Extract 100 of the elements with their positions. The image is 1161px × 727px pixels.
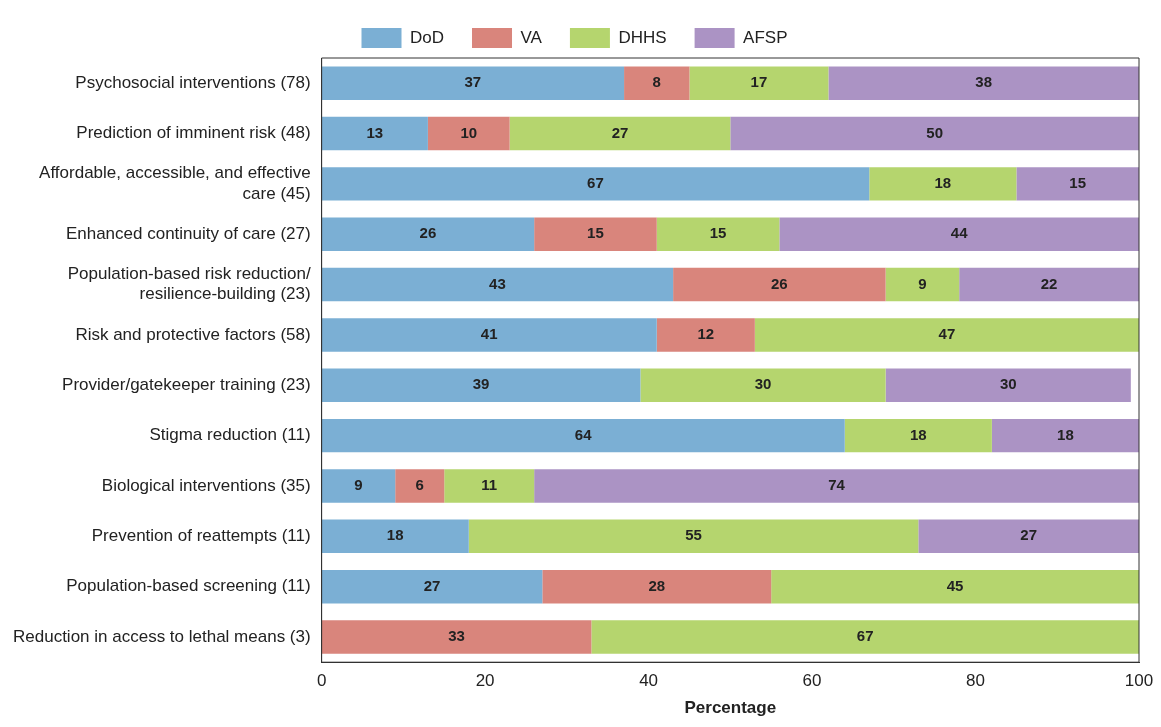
bar — [885, 368, 1131, 403]
data-label: 30 — [754, 375, 772, 393]
data-label: 30 — [999, 375, 1017, 393]
data-label: 47 — [938, 325, 956, 343]
data-label: 38 — [975, 73, 993, 91]
y-tick-label: Population-based risk reduction/ resilience-building (23) — [67, 264, 311, 304]
bar — [534, 217, 657, 251]
data-label: 67 — [856, 627, 874, 645]
data-label: 15 — [587, 224, 604, 242]
data-label: 9 — [918, 274, 927, 292]
bar — [468, 519, 919, 554]
bar — [321, 318, 657, 352]
data-label: 33 — [448, 627, 465, 645]
y-tick-label: Risk and protective factors (58) — [75, 324, 311, 344]
data-label: 9 — [354, 476, 363, 494]
legend-label: DHHS — [618, 27, 667, 47]
bar — [509, 116, 731, 151]
bar — [640, 368, 886, 403]
data-label: 26 — [419, 224, 437, 242]
bar — [959, 267, 1139, 302]
data-label: 13 — [366, 123, 384, 141]
bar — [1016, 167, 1139, 201]
bar — [321, 519, 469, 554]
bar — [779, 217, 1139, 251]
bar — [321, 66, 625, 100]
data-label: 18 — [1057, 425, 1074, 443]
data-label: 15 — [709, 224, 727, 242]
x-tick-label: 40 — [639, 671, 659, 691]
bar — [427, 116, 510, 151]
bar — [673, 267, 886, 302]
legend-label: AFSP — [743, 27, 788, 47]
bar — [656, 217, 780, 251]
y-tick-label: Enhanced continuity of care (27) — [65, 223, 311, 243]
bar — [591, 620, 1139, 654]
bar — [754, 318, 1139, 352]
data-label: 37 — [464, 73, 482, 91]
bar — [624, 66, 690, 100]
bar — [885, 267, 960, 302]
bar — [395, 469, 445, 503]
bar — [542, 569, 772, 604]
data-label: 18 — [934, 174, 952, 192]
data-label: 41 — [480, 325, 498, 343]
bar — [321, 116, 428, 151]
bar — [656, 318, 755, 352]
data-label: 18 — [386, 526, 404, 544]
data-label: 18 — [909, 425, 927, 443]
bar — [828, 66, 1139, 100]
data-label: 26 — [771, 274, 788, 292]
bar — [991, 418, 1139, 453]
data-label: 50 — [926, 123, 944, 141]
bar — [534, 469, 1139, 503]
data-label: 27 — [1020, 526, 1037, 544]
bar — [869, 167, 1017, 201]
y-tick-label: Stigma reduction (11) — [149, 425, 311, 445]
bar — [321, 217, 535, 251]
bar — [321, 620, 592, 654]
y-tick-label: Provider/gatekeeper training (23) — [62, 374, 311, 394]
data-label: 44 — [950, 224, 969, 242]
bar — [918, 519, 1139, 554]
bar — [689, 66, 829, 100]
y-tick-label: Reduction in access to lethal means (3) — [12, 626, 311, 646]
y-tick-label: Prevention of reattempts (11) — [91, 526, 311, 546]
bar — [321, 569, 543, 604]
y-tick-label: Population-based screening (11) — [66, 576, 311, 596]
bar — [844, 418, 992, 453]
y-tick-label: Prediction of imminent risk (48) — [76, 123, 311, 143]
data-label: 74 — [828, 476, 846, 494]
data-label: 22 — [1040, 274, 1058, 292]
data-label: 67 — [587, 174, 604, 192]
data-label: 17 — [750, 73, 768, 91]
data-label: 27 — [423, 576, 441, 594]
data-label: 64 — [574, 425, 593, 443]
x-tick-label: 60 — [802, 671, 822, 691]
data-label: 10 — [460, 123, 478, 141]
legend-label: DoD — [410, 27, 445, 47]
data-label: 43 — [489, 274, 506, 292]
bar — [321, 167, 870, 201]
data-label: 28 — [648, 576, 666, 594]
bar — [444, 469, 535, 503]
y-tick-label: Biological interventions (35) — [101, 475, 311, 495]
bar — [321, 418, 845, 453]
data-label: 15 — [1069, 174, 1087, 192]
bar — [771, 569, 1139, 604]
data-label: 8 — [652, 73, 661, 91]
y-tick-label: Affordable, accessible, and effective care (45) — [39, 163, 311, 203]
x-tick-label: 20 — [475, 671, 495, 691]
data-label: 27 — [611, 123, 629, 141]
x-tick-label: 0 — [316, 671, 327, 691]
y-tick-label: Psychosocial interventions (78) — [75, 72, 311, 92]
bar — [321, 368, 641, 403]
data-label: 39 — [472, 375, 490, 393]
data-label: 11 — [481, 476, 498, 494]
bar — [321, 469, 396, 503]
data-label: 55 — [685, 526, 702, 544]
bar — [321, 267, 674, 302]
legend-label: VA — [520, 27, 543, 47]
x-axis-title: Percentage — [684, 698, 777, 718]
x-tick-label: 80 — [966, 671, 985, 691]
x-tick-label: 100 — [1124, 671, 1154, 691]
data-label: 6 — [415, 476, 424, 494]
